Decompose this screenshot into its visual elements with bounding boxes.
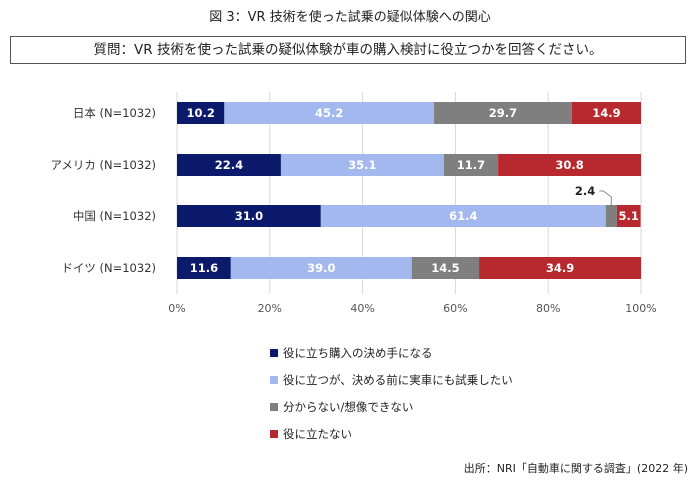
chart-legend: 役に立ち購入の決め手になる 役に立つが、決める前に実車にも試乗したい 分からない…	[270, 346, 513, 454]
bar-segment	[230, 257, 412, 279]
bar-segment	[434, 102, 572, 124]
x-tick-label: 60%	[443, 302, 467, 315]
bar-segment	[224, 102, 435, 124]
figure-title: 図 3：VR 技術を使った試乗の疑似体験への関心	[209, 10, 491, 25]
data-label: 5.1	[619, 209, 639, 223]
legend-label: 役に立つが、決める前に実車にも試乗したい	[283, 373, 513, 387]
x-tick-label: 0%	[168, 302, 185, 315]
data-label: 29.7	[489, 106, 517, 120]
data-label: 30.8	[555, 158, 583, 172]
data-label: 14.5	[431, 261, 459, 275]
bar-segment	[616, 205, 641, 227]
category-label: 日本 (N=1032)	[73, 106, 156, 120]
bar-segment	[177, 257, 231, 279]
bar-segment	[411, 257, 480, 279]
data-label: 11.7	[457, 158, 485, 172]
bar-segment	[605, 205, 617, 227]
callout-leader-line	[599, 190, 612, 205]
callout-data-label: 2.4	[575, 184, 595, 198]
legend-label: 役に立たない	[283, 427, 352, 441]
data-label: 31.0	[235, 209, 263, 223]
bar-segment	[177, 102, 225, 124]
data-label: 45.2	[315, 106, 343, 120]
legend-swatch	[270, 430, 278, 438]
data-label: 11.6	[190, 261, 218, 275]
x-tick-label: 80%	[536, 302, 560, 315]
x-tick-label: 40%	[350, 302, 374, 315]
bar-segment	[320, 205, 606, 227]
bar-segment	[443, 154, 499, 176]
data-label: 10.2	[186, 106, 214, 120]
bar-segment	[177, 154, 281, 176]
legend-item-unknown: 分からない/想像できない	[270, 400, 513, 414]
data-label: 22.4	[215, 158, 243, 172]
legend-swatch	[270, 349, 278, 357]
bar-segment	[479, 257, 641, 279]
bar-segment	[571, 102, 641, 124]
category-label: アメリカ (N=1032)	[50, 158, 156, 172]
source-note: 出所：NRI「自動車に関する調査」(2022 年)	[463, 462, 688, 475]
stacked-bar-chart: 0% 20% 40% 60% 80% 100% 日本 (N=1032) 10.2 45.2 29.…	[50, 92, 657, 315]
legend-item-decisive: 役に立ち購入の決め手になる	[270, 346, 513, 360]
legend-item-useful-but-test-drive: 役に立つが、決める前に実車にも試乗したい	[270, 373, 513, 387]
legend-label: 分からない/想像できない	[283, 400, 414, 414]
x-tick-label: 20%	[258, 302, 282, 315]
data-label: 14.9	[592, 106, 620, 120]
data-label: 35.1	[348, 158, 376, 172]
legend-swatch	[270, 403, 278, 411]
legend-swatch	[270, 376, 278, 384]
bar-segment	[498, 154, 641, 176]
category-label: ドイツ (N=1032)	[61, 261, 156, 275]
bar-segment	[280, 154, 444, 176]
data-label: 39.0	[307, 261, 335, 275]
data-label: 61.4	[449, 209, 477, 223]
data-label: 34.9	[546, 261, 574, 275]
question-box: 質問：VR 技術を使った試乗の疑似体験が車の購入検討に役立つかを回答ください。	[10, 36, 686, 64]
legend-item-not-useful: 役に立たない	[270, 427, 513, 441]
x-tick-label: 100%	[625, 302, 656, 315]
category-label: 中国 (N=1032)	[73, 209, 156, 223]
bar-segment	[177, 205, 321, 227]
legend-label: 役に立ち購入の決め手になる	[283, 346, 433, 360]
